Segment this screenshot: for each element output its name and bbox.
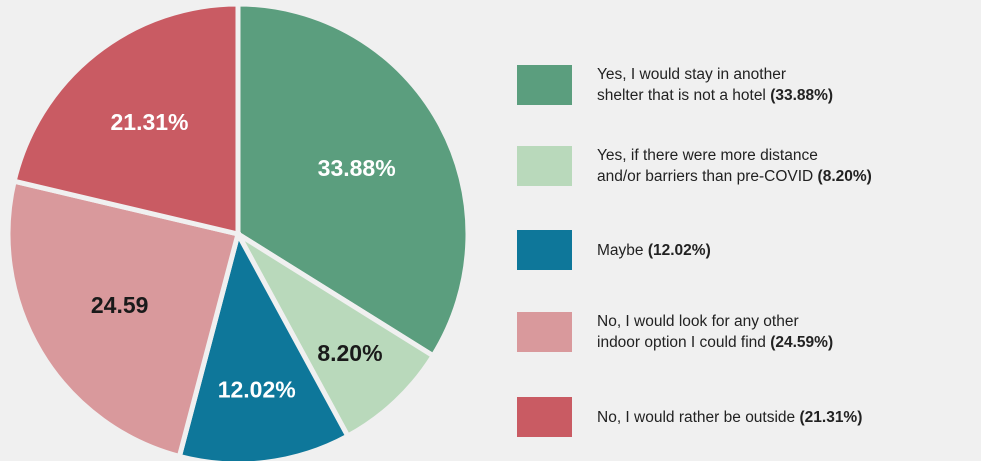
legend-item: Maybe (12.02%) [517, 230, 977, 270]
legend-line2: and/or barriers than pre-COVID [597, 168, 814, 185]
legend: Yes, I would stay in another shelter tha… [517, 0, 977, 461]
slice-label: 33.88% [318, 155, 396, 181]
legend-line2: indoor option I could find [597, 334, 766, 351]
legend-line2: Maybe [597, 241, 644, 259]
legend-text: Yes, I would stay in another shelter tha… [597, 64, 977, 106]
legend-value: (8.20%) [817, 168, 872, 185]
legend-text: No, I would look for any other indoor op… [597, 311, 977, 353]
legend-swatch [517, 397, 572, 437]
legend-text: Maybe (12.02%) [597, 240, 977, 261]
legend-line1: No, I would look for any other [597, 313, 799, 330]
pie-slice [11, 1, 241, 238]
legend-item: No, I would rather be outside (21.31%) [517, 397, 977, 437]
legend-swatch [517, 312, 572, 352]
legend-swatch [517, 146, 572, 186]
legend-line2: No, I would rather be outside [597, 408, 796, 426]
slice-label: 12.02% [218, 376, 296, 402]
legend-value: (21.31%) [799, 408, 863, 426]
pie-slice [231, 226, 437, 440]
slice-label: 24.59 [91, 292, 149, 318]
legend-value: (24.59%) [770, 334, 834, 351]
legend-value: (33.88%) [770, 87, 834, 104]
legend-text: No, I would rather be outside (21.31%) [597, 407, 977, 428]
legend-line1: Yes, I would stay in another [597, 66, 786, 83]
pie-slice [176, 227, 352, 461]
pie-slice [5, 178, 242, 460]
slice-label: 21.31% [110, 109, 188, 135]
legend-swatch [517, 230, 572, 270]
legend-item: Yes, if there were more distance and/or … [517, 145, 977, 187]
legend-text: Yes, if there were more distance and/or … [597, 145, 977, 187]
legend-swatch [517, 65, 572, 105]
legend-item: No, I would look for any other indoor op… [517, 311, 977, 353]
legend-value: (12.02%) [647, 241, 711, 259]
pie-chart: 33.88% 8.20% 12.02% 24.59 21.31% [5, 1, 468, 461]
pie-svg: 33.88% 8.20% 12.02% 24.59 21.31% [5, 1, 468, 461]
legend-line2: shelter that is not a hotel [597, 87, 766, 104]
legend-line1: Yes, if there were more distance [597, 147, 818, 164]
slice-label: 8.20% [317, 340, 382, 366]
legend-item: Yes, I would stay in another shelter tha… [517, 64, 977, 106]
